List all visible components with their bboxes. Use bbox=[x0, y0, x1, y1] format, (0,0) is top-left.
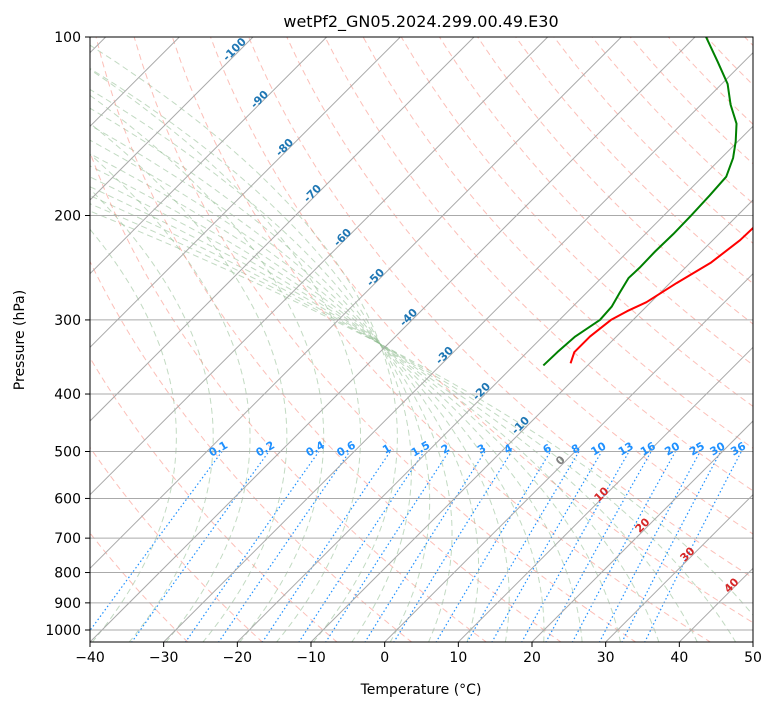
isotherm-line bbox=[162, 51, 753, 642]
mixing-ratio-line bbox=[435, 451, 552, 642]
y-tick-label: 500 bbox=[54, 444, 81, 460]
moist-adiabat bbox=[90, 67, 412, 642]
y-axis-label: Pressure (hPa) bbox=[12, 290, 28, 390]
y-tick-label: 100 bbox=[54, 30, 81, 46]
dry-adiabat bbox=[515, 37, 753, 285]
y-tick-label: 1000 bbox=[45, 623, 81, 639]
isotherm-line bbox=[90, 37, 696, 642]
dry-adiabat bbox=[324, 37, 753, 492]
x-tick-label: −40 bbox=[75, 650, 105, 666]
isotherm-line bbox=[90, 37, 549, 496]
mixing-ratio-line bbox=[90, 451, 223, 632]
x-tick-label: 20 bbox=[523, 650, 541, 666]
isotherm-line bbox=[90, 37, 475, 422]
moist-adiabat bbox=[90, 210, 753, 616]
mixing-ratio-line bbox=[261, 451, 391, 642]
x-tick-label: 50 bbox=[744, 650, 762, 666]
x-tick-label: −30 bbox=[149, 650, 179, 666]
dry-adiabat bbox=[286, 37, 753, 535]
mixing-ratio-line bbox=[545, 451, 652, 642]
y-tick-label: 600 bbox=[54, 491, 81, 507]
x-tick-label: 0 bbox=[380, 650, 389, 666]
mixing-ratio-line bbox=[131, 451, 270, 642]
mixing-ratio-line bbox=[298, 451, 425, 642]
x-tick-label: 10 bbox=[449, 650, 467, 666]
mixing-ratio-line bbox=[571, 451, 676, 642]
moist-adiabat bbox=[90, 188, 214, 642]
mixing-ratio-line bbox=[644, 451, 742, 642]
dry-adiabat bbox=[95, 37, 562, 642]
moist-adiabat bbox=[90, 176, 621, 642]
isotherm-line bbox=[90, 37, 622, 570]
mixing-ratio-line bbox=[325, 451, 450, 642]
moist-adiabat bbox=[90, 107, 453, 642]
dry-adiabat bbox=[90, 260, 413, 642]
x-tick-label: 30 bbox=[597, 650, 615, 666]
x-tick-label: −20 bbox=[223, 650, 253, 666]
dry-adiabat bbox=[171, 37, 712, 642]
moist-adiabat bbox=[90, 139, 510, 642]
mixing-ratio-line bbox=[184, 451, 320, 642]
plot-frame bbox=[89, 36, 754, 643]
dry-adiabat bbox=[90, 356, 338, 642]
plot-area bbox=[90, 37, 753, 642]
y-tick-label: 400 bbox=[54, 387, 81, 403]
dry-adiabat bbox=[133, 37, 637, 642]
isotherm-line bbox=[383, 272, 753, 642]
y-tick-label: 200 bbox=[54, 209, 81, 225]
y-tick-label: 900 bbox=[54, 596, 81, 612]
temperature-profile-line bbox=[569, 226, 753, 364]
mixing-ratio-line bbox=[521, 451, 630, 642]
isotherm-line bbox=[90, 37, 254, 201]
x-tick-label: −10 bbox=[296, 650, 326, 666]
y-tick-label: 800 bbox=[54, 566, 81, 582]
moist-adiabat bbox=[90, 186, 660, 642]
dewpoint-profile-line bbox=[542, 37, 738, 367]
moist-adiabat bbox=[90, 124, 480, 642]
grid-layer bbox=[90, 37, 753, 642]
dry-adiabat bbox=[90, 446, 264, 642]
x-tick-label: 40 bbox=[670, 650, 688, 666]
mixing-ratio-line bbox=[218, 451, 351, 642]
isotherm-line bbox=[310, 199, 753, 642]
dry-adiabat bbox=[210, 37, 753, 624]
dry-adiabat bbox=[248, 37, 753, 579]
isotherm-line bbox=[90, 37, 401, 349]
isotherm-line bbox=[90, 37, 328, 275]
mixing-ratio-line bbox=[364, 451, 486, 642]
axes-layer: −40 −30 −20 −10 0 10 20 30 40 50 1000 900 800 700 600 5… bbox=[45, 30, 762, 666]
moist-adiabat bbox=[90, 203, 737, 642]
isotherm-line bbox=[531, 420, 753, 642]
isotherm-line bbox=[457, 346, 753, 642]
y-tick-label: 300 bbox=[54, 313, 81, 329]
moist-adiabat bbox=[90, 122, 288, 642]
y-tick-label: 700 bbox=[54, 531, 81, 547]
series-layer bbox=[542, 37, 753, 367]
moist-adiabat bbox=[90, 68, 362, 642]
chart-title: wetPf2_GN05.2024.299.00.49.E30 bbox=[283, 12, 558, 32]
mixing-ratio-line bbox=[393, 451, 513, 642]
isotherm-line bbox=[236, 125, 753, 642]
moist-adiabat bbox=[90, 88, 431, 642]
x-axis-label: Temperature (°C) bbox=[360, 682, 482, 698]
isotherm-line bbox=[604, 493, 753, 642]
